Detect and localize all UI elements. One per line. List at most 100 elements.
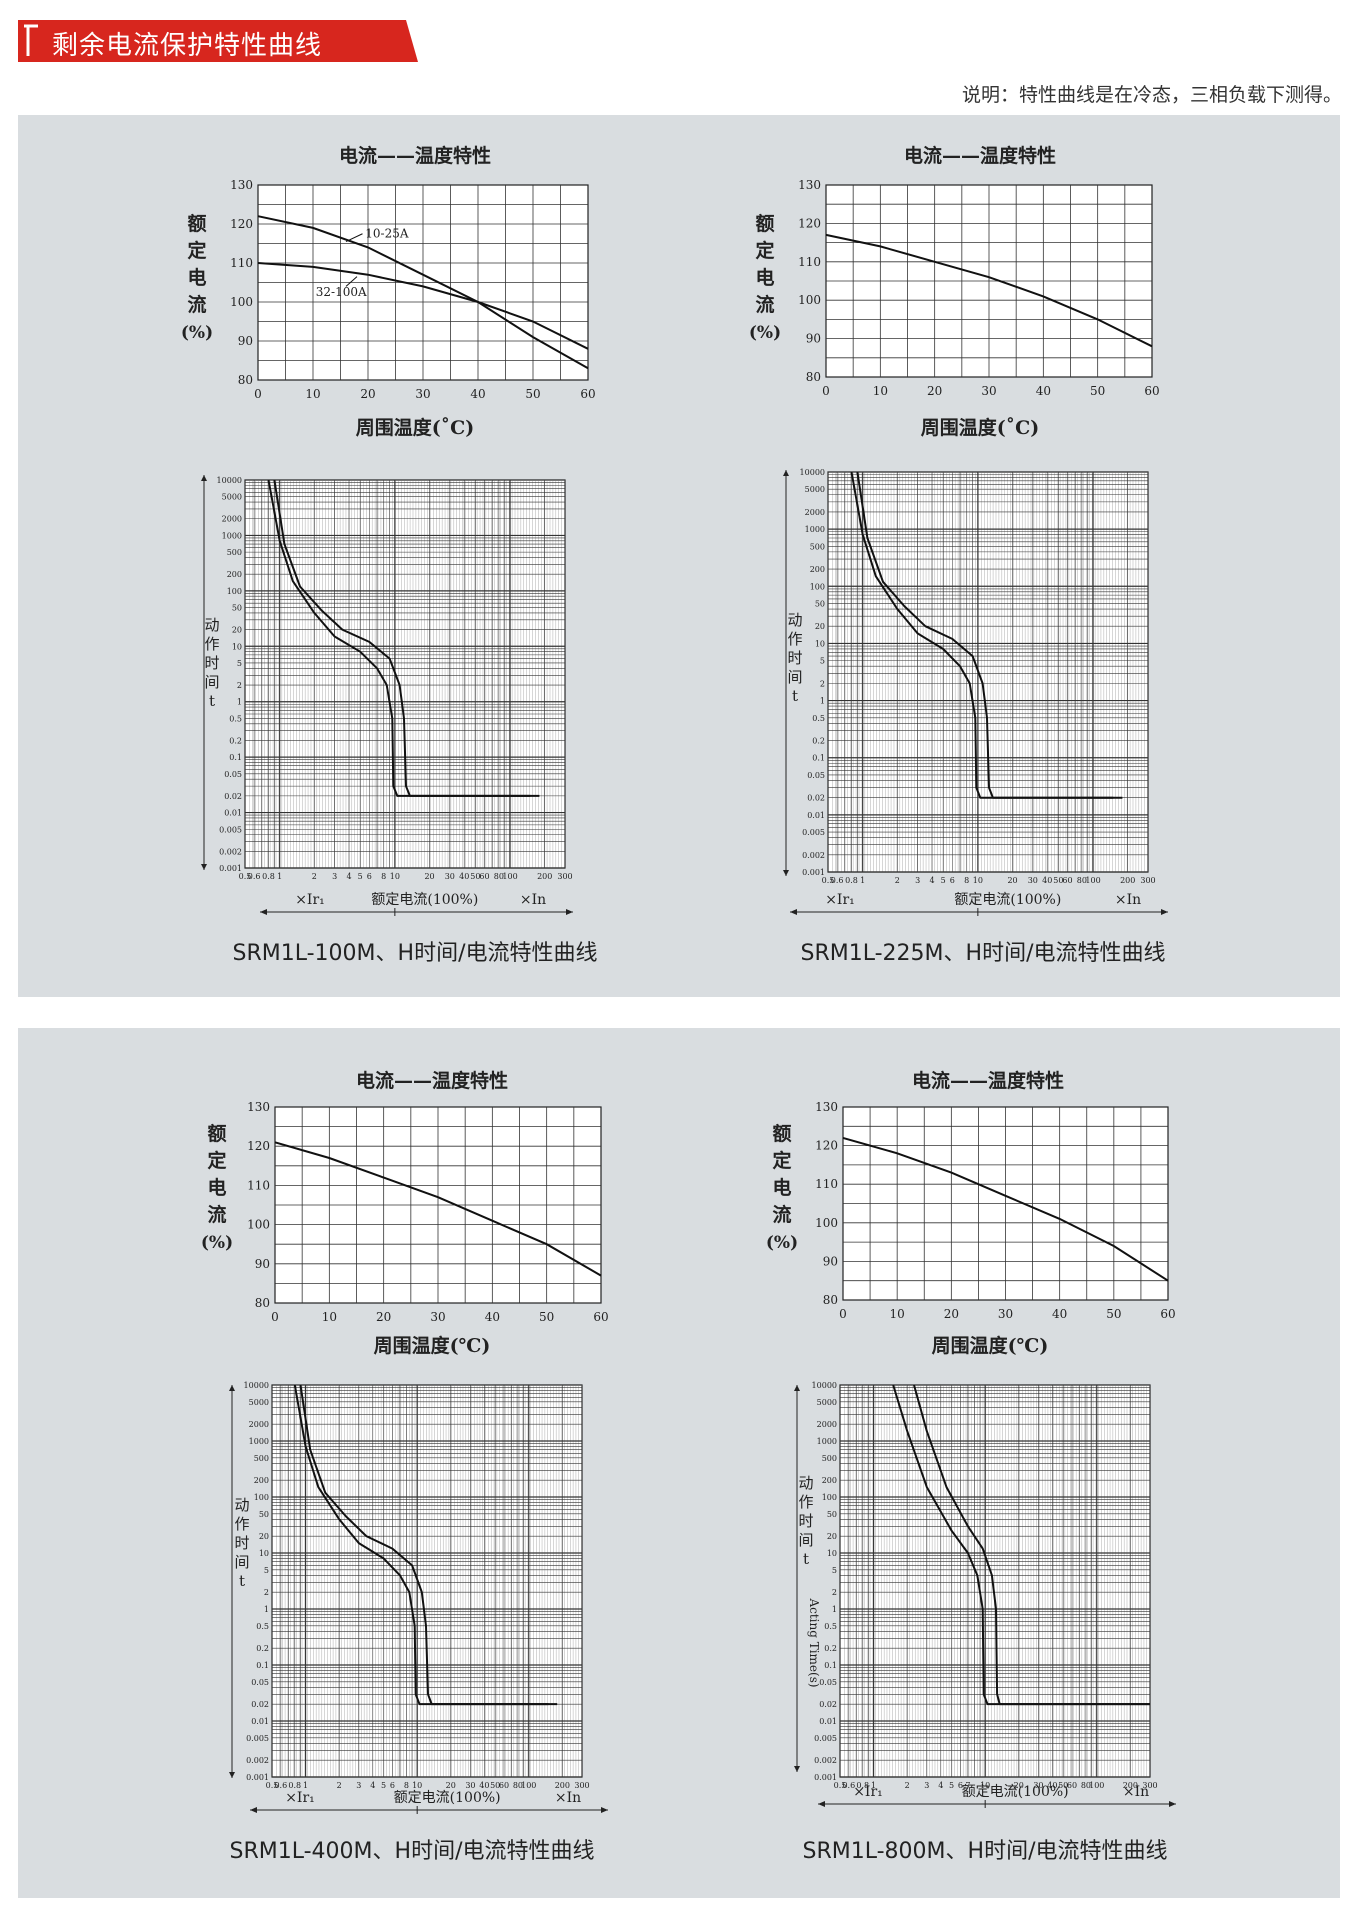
x-tick-label: 20 xyxy=(376,1310,391,1324)
y-tick-label: 100 xyxy=(822,1493,837,1502)
y-axis-label: 动 xyxy=(204,616,219,634)
x-axis-label: 周围温度(˚C) xyxy=(921,416,1040,439)
series-line xyxy=(892,1384,1150,1706)
y-tick-label: 100 xyxy=(247,1218,270,1232)
series-line xyxy=(850,471,1114,799)
series-line xyxy=(825,233,1153,348)
arrow-head xyxy=(229,1385,235,1391)
y-axis-label: 作 xyxy=(204,635,219,653)
x-tick-label: 0.6 xyxy=(842,1781,855,1790)
y-axis-label: 作 xyxy=(787,630,802,648)
y-tick-label: 0.02 xyxy=(224,792,242,801)
y-tick-label: 90 xyxy=(255,1257,270,1271)
chart-caption: SRM1L-100M、H时间/电流特性曲线 xyxy=(233,941,598,966)
x-tick-label: 0 xyxy=(254,387,262,401)
y-tick-label: 110 xyxy=(247,1178,270,1192)
y-tick-label: 0.05 xyxy=(819,1678,837,1687)
x-tick-label: 0 xyxy=(822,384,830,398)
y-tick-label: 0.1 xyxy=(256,1661,269,1670)
x-tick-label: 30 xyxy=(981,384,996,398)
x-tick-label: 200 xyxy=(1123,1781,1138,1790)
y-tick-label: 20 xyxy=(259,1532,269,1541)
chart-title: 电流——温度特性 xyxy=(912,1069,1064,1092)
x-tick-label: 0.8 xyxy=(288,1781,301,1790)
y-axis-label: 作 xyxy=(798,1493,813,1511)
y-tick-label: 0.001 xyxy=(219,864,242,873)
x-tick-label: 20 xyxy=(927,384,942,398)
x-axis-label-left: ×Ir₁ xyxy=(285,1790,315,1806)
x-tick-label: 5 xyxy=(949,1781,954,1790)
x-tick-label: 30 xyxy=(998,1307,1013,1321)
x-tick-label: 40 xyxy=(459,872,469,881)
y-tick-label: 0.005 xyxy=(814,1734,837,1743)
y-tick-label: 0.002 xyxy=(219,847,242,856)
y-tick-label: 0.001 xyxy=(802,868,825,877)
plot-area xyxy=(839,1384,1151,1778)
header-banner xyxy=(18,20,418,62)
x-tick-label: 80 xyxy=(494,872,504,881)
y-tick-label: 110 xyxy=(230,256,253,270)
x-tick-label: 3 xyxy=(915,876,920,885)
x-tick-label: 2 xyxy=(895,876,900,885)
y-tick-label: 120 xyxy=(798,216,821,230)
x-tick-label: 6 xyxy=(390,1781,395,1790)
x-axis-label-mid: 额定电流(100%) xyxy=(371,892,478,908)
y-tick-label: 0.002 xyxy=(814,1756,837,1765)
note-text: 说明：特性曲线是在冷态，三相负载下测得。 xyxy=(961,84,1342,106)
x-tick-label: 20 xyxy=(1014,1781,1024,1790)
x-axis-label-right: ×In xyxy=(520,892,546,908)
x-tick-label: 4 xyxy=(346,872,351,881)
y-tick-label: 500 xyxy=(254,1454,269,1463)
x-tick-label: 6 xyxy=(950,876,955,885)
arrow-head xyxy=(794,1766,800,1772)
y-tick-label: 1000 xyxy=(249,1437,269,1446)
series-line xyxy=(257,215,589,370)
y-axis-label: 流 xyxy=(207,1203,226,1226)
x-tick-label: 30 xyxy=(415,387,430,401)
chart-caption: SRM1L-800M、H时间/电流特性曲线 xyxy=(803,1839,1168,1864)
series-line xyxy=(913,1384,1150,1706)
y-tick-label: 2 xyxy=(237,681,242,690)
y-tick-label: 120 xyxy=(230,217,253,231)
x-tick-label: 40 xyxy=(1036,384,1051,398)
x-tick-label: 80 xyxy=(1077,876,1087,885)
x-tick-label: 200 xyxy=(537,872,552,881)
y-axis-label: 电 xyxy=(755,266,774,289)
y-tick-label: 10000 xyxy=(244,1381,269,1390)
x-tick-label: 60 xyxy=(1062,876,1072,885)
y-tick-label: 5000 xyxy=(222,493,242,502)
y-tick-label: 10 xyxy=(232,642,242,651)
y-tick-label: 1 xyxy=(237,698,242,707)
x-tick-label: 60 xyxy=(1160,1307,1175,1321)
y-tick-label: 100 xyxy=(230,295,253,309)
y-axis-label: 电 xyxy=(207,1176,226,1199)
y-tick-label: 0.01 xyxy=(224,809,242,818)
y-tick-label: 110 xyxy=(798,255,821,269)
chart-title: 电流——温度特性 xyxy=(904,144,1056,167)
y-tick-label: 0.2 xyxy=(812,737,825,746)
y-tick-label: 10000 xyxy=(217,476,242,485)
y-tick-label: 0.2 xyxy=(256,1644,269,1653)
y-tick-label: 5000 xyxy=(249,1398,269,1407)
x-tick-label: 50 xyxy=(490,1781,500,1790)
y-tick-label: 2000 xyxy=(249,1420,269,1429)
series-label: 10-25A xyxy=(365,227,409,241)
x-tick-label: 100 xyxy=(1089,1781,1104,1790)
x-tick-label: 30 xyxy=(1033,1781,1043,1790)
x-tick-label: 8 xyxy=(381,872,386,881)
y-axis-label: 时 xyxy=(234,1534,249,1552)
y-tick-label: 5 xyxy=(237,659,242,668)
y-axis-label: 间 xyxy=(204,673,219,691)
x-axis-label-left: ×Ir₁ xyxy=(825,892,855,908)
y-tick-label: 0.1 xyxy=(229,753,242,762)
x-tick-label: 40 xyxy=(1042,876,1052,885)
y-tick-label: 100 xyxy=(227,587,242,596)
y-tick-label: 90 xyxy=(806,332,821,346)
x-tick-label: 50 xyxy=(470,872,480,881)
arrow-head xyxy=(790,909,797,915)
x-tick-label: 2 xyxy=(312,872,317,881)
x-tick-label: 5 xyxy=(381,1781,386,1790)
x-tick-label: 300 xyxy=(557,872,572,881)
y-tick-label: 1000 xyxy=(817,1437,837,1446)
y-tick-label: 0.1 xyxy=(824,1661,837,1670)
